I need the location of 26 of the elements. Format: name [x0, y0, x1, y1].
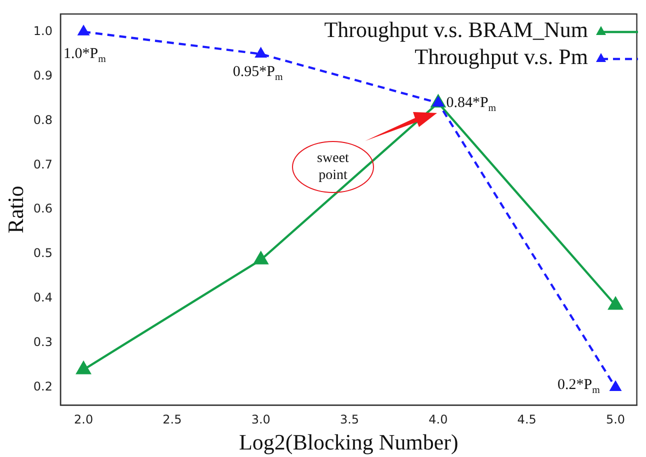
legend-label: Throughput v.s. Pm	[414, 44, 588, 70]
x-tick-label: 2.0	[74, 412, 94, 427]
x-tick-label: 3.0	[251, 412, 270, 427]
y-tick-label: 1.0	[33, 24, 52, 38]
ellipse-callout: sweet point	[292, 141, 374, 193]
annotation: 0.2*P$_{m}$	[558, 377, 600, 396]
y-tick-label: 0.6	[33, 202, 52, 216]
y-tick-label: 0.5	[33, 246, 52, 260]
x-tick-label: 4.5	[517, 412, 536, 427]
y-tick-label: 0.9	[33, 68, 52, 82]
x-tick-label: 4.0	[428, 412, 448, 427]
y-tick-label: 0.3	[33, 335, 52, 350]
y-tick-label: 0.8	[33, 112, 52, 127]
y-tick-label: 0.4	[33, 290, 52, 305]
y-tick-label: 0.7	[33, 157, 52, 172]
annotation: 0.84*P$_{m}$	[446, 94, 496, 114]
x-tick-label: 5.0	[606, 412, 626, 427]
legend-label: Throughput v.s. BRAM_Num	[324, 16, 588, 42]
x-axis-title: Log2(Blocking Number)	[238, 430, 458, 455]
y-tick-label: 0.2	[33, 380, 52, 394]
annotation: 0.95*P$_{m}$	[232, 64, 283, 83]
y-axis-title: Ratio	[2, 186, 28, 234]
x-tick-label: 2.5	[162, 412, 182, 427]
annotation: sweet point	[316, 150, 350, 184]
annotation: 1.0*P$_{m}$	[64, 46, 106, 65]
x-tick-label: 3.5	[340, 412, 360, 427]
